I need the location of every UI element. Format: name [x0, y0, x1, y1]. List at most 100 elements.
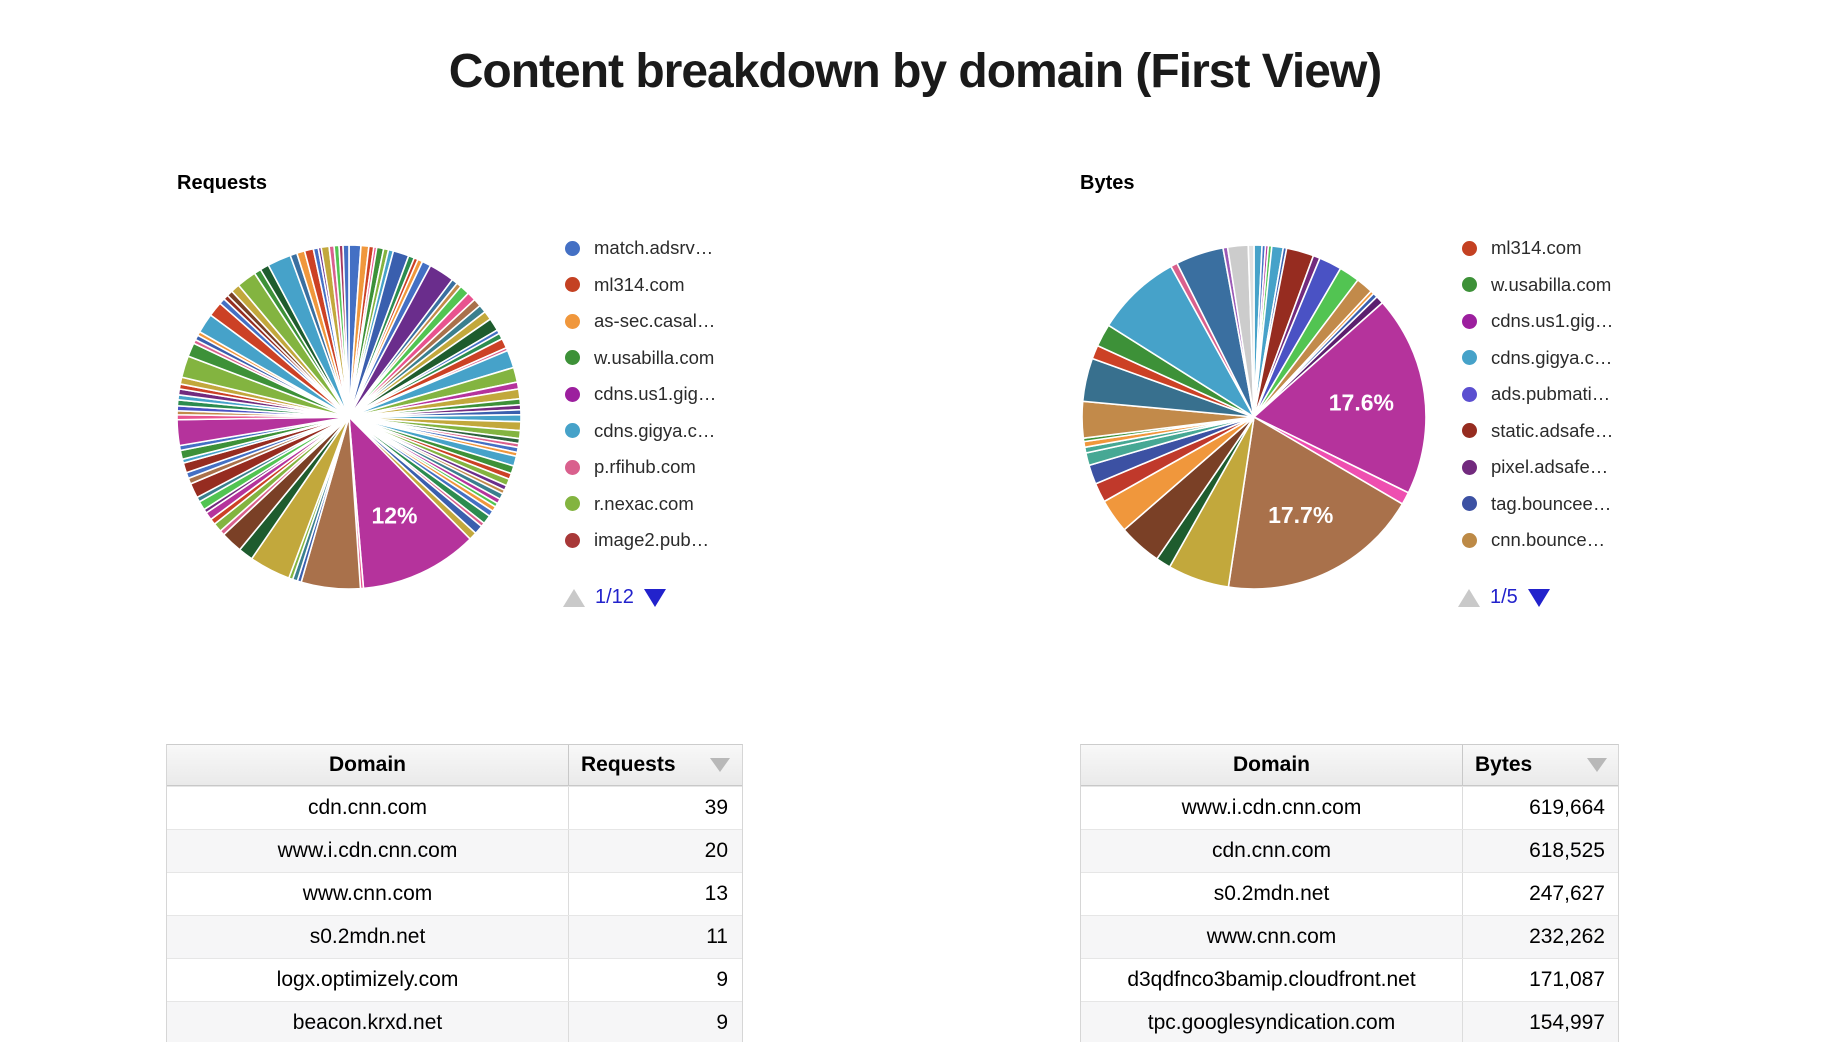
- legend-label: ml314.com: [594, 273, 685, 295]
- legend-label: image2.pub…: [594, 529, 710, 550]
- value-cell: 619,664: [1462, 787, 1617, 829]
- legend-item: pixel.adsafe…: [1462, 456, 1613, 478]
- sort-desc-icon: [710, 758, 730, 772]
- legend-page-indicator: 1/12: [595, 586, 634, 608]
- domain-column-header[interactable]: Domain: [328, 753, 406, 776]
- legend-dot-icon: [1462, 423, 1477, 438]
- legend-label: as-sec.casal…: [594, 310, 716, 331]
- legend-item: p.rfihub.com: [565, 456, 716, 478]
- table-row: logx.optimizely.com 9: [167, 958, 742, 1001]
- legend-item: cdns.us1.gig…: [1462, 310, 1613, 332]
- legend-dot-icon: [1462, 240, 1477, 256]
- legend-label: cdns.us1.gig…: [594, 383, 717, 404]
- bytes-column-label: Bytes: [1475, 753, 1533, 776]
- value-cell: 13: [568, 873, 740, 915]
- svg-text:12%: 12%: [371, 502, 417, 528]
- table-row: beacon.krxd.net 9: [167, 1001, 742, 1042]
- legend-dot-icon: [565, 277, 580, 292]
- legend-item: cdns.gigya.c…: [565, 420, 716, 442]
- bytes-column-header[interactable]: Bytes: [1462, 745, 1617, 785]
- value-cell: 171,087: [1462, 959, 1617, 1001]
- table-row: www.cnn.com 13: [167, 872, 742, 915]
- sort-desc-icon: [1587, 758, 1607, 772]
- requests-column-label: Requests: [581, 753, 676, 776]
- legend-dot-icon: [565, 386, 580, 402]
- legend-item: match.adsrv…: [565, 237, 716, 259]
- legend-label: pixel.adsafe…: [1491, 456, 1609, 477]
- value-cell: 247,627: [1462, 873, 1617, 915]
- legend-item: ml314.com: [565, 274, 716, 296]
- legend-item: cdns.us1.gig…: [565, 383, 716, 405]
- bytes-table-header: Domain Bytes: [1081, 745, 1618, 786]
- legend-dot-icon: [565, 496, 580, 511]
- bytes-legend: ml314.com w.usabilla.com cdns.us1.gig… c…: [1462, 237, 1613, 551]
- legend-item: static.adsafe…: [1462, 420, 1613, 442]
- table-row: cdn.cnn.com 39: [167, 786, 742, 829]
- requests-table: Domain Requests cdn.cnn.com 39 www.i.cdn.…: [166, 744, 743, 1042]
- requests-table-header: Domain Requests: [167, 745, 742, 786]
- bytes-chart-title: Bytes: [1080, 172, 1135, 194]
- legend-label: cdns.gigya.c…: [594, 419, 716, 441]
- legend-label: cdns.gigya.c…: [1491, 346, 1613, 368]
- domain-cell: s0.2mdn.net: [1213, 882, 1330, 905]
- legend-label: cdns.us1.gig…: [1491, 310, 1614, 331]
- table-row: www.i.cdn.cnn.com 20: [167, 829, 742, 872]
- domain-cell: www.cnn.com: [1206, 925, 1337, 948]
- legend-item: w.usabilla.com: [1462, 274, 1613, 296]
- bytes-legend-pager: 1/5: [1458, 586, 1550, 609]
- requests-pie-chart[interactable]: 12%: [171, 239, 527, 595]
- bytes-table: Domain Bytes www.i.cdn.cnn.com 619,664 cd…: [1080, 744, 1619, 1042]
- requests-column-header[interactable]: Requests: [568, 745, 740, 785]
- legend-item: tag.bouncee…: [1462, 493, 1613, 515]
- legend-dot-icon: [1462, 459, 1477, 475]
- domain-cell: s0.2mdn.net: [309, 925, 426, 948]
- legend-item: as-sec.casal…: [565, 310, 716, 332]
- bytes-pie-chart[interactable]: 17.6% 17.7%: [1076, 239, 1432, 595]
- legend-label: r.nexac.com: [594, 492, 694, 514]
- page-title: Content breakdown by domain (First View): [448, 45, 1383, 99]
- legend-page-up-icon[interactable]: [1458, 588, 1480, 607]
- legend-label: w.usabilla.com: [594, 346, 715, 368]
- domain-column-header[interactable]: Domain: [1232, 753, 1310, 776]
- domain-cell: cdn.cnn.com: [307, 796, 428, 819]
- legend-dot-icon: [1462, 277, 1477, 292]
- legend-item: r.nexac.com: [565, 493, 716, 515]
- legend-page-up-icon[interactable]: [563, 588, 585, 607]
- legend-dot-icon: [565, 240, 580, 256]
- value-cell: 9: [568, 1002, 740, 1042]
- legend-item: cdns.gigya.c…: [1462, 347, 1613, 369]
- legend-item: w.usabilla.com: [565, 347, 716, 369]
- legend-page-down-icon[interactable]: [1527, 588, 1550, 607]
- table-row: www.cnn.com 232,262: [1081, 915, 1618, 958]
- svg-text:17.6%: 17.6%: [1329, 389, 1394, 415]
- legend-page-down-icon[interactable]: [643, 588, 666, 607]
- domain-cell: cdn.cnn.com: [1211, 839, 1332, 862]
- value-cell: 20: [568, 830, 740, 872]
- domain-cell: tpc.googlesyndication.com: [1147, 1011, 1396, 1034]
- legend-dot-icon: [1462, 532, 1477, 548]
- table-row: s0.2mdn.net 11: [167, 915, 742, 958]
- value-cell: 232,262: [1462, 916, 1617, 958]
- legend-item: ml314.com: [1462, 237, 1613, 259]
- legend-label: static.adsafe…: [1491, 419, 1614, 441]
- value-cell: 9: [568, 959, 740, 1001]
- domain-cell: logx.optimizely.com: [276, 968, 459, 991]
- legend-label: p.rfihub.com: [594, 456, 696, 477]
- legend-dot-icon: [565, 313, 580, 329]
- table-row: cdn.cnn.com 618,525: [1081, 829, 1618, 872]
- table-row: www.i.cdn.cnn.com 619,664: [1081, 786, 1618, 829]
- value-cell: 618,525: [1462, 830, 1617, 872]
- table-row: d3qdfnco3bamip.cloudfront.net 171,087: [1081, 958, 1618, 1001]
- legend-dot-icon: [565, 350, 580, 365]
- legend-dot-icon: [565, 532, 580, 548]
- value-cell: 11: [568, 916, 740, 958]
- legend-dot-icon: [1462, 350, 1477, 365]
- legend-label: ads.pubmati…: [1491, 383, 1611, 404]
- domain-cell: www.cnn.com: [302, 882, 433, 905]
- legend-label: tag.bouncee…: [1491, 492, 1612, 514]
- legend-page-indicator: 1/5: [1490, 586, 1518, 608]
- domain-cell: beacon.krxd.net: [292, 1011, 443, 1034]
- legend-label: match.adsrv…: [594, 237, 714, 258]
- svg-text:17.7%: 17.7%: [1268, 502, 1333, 528]
